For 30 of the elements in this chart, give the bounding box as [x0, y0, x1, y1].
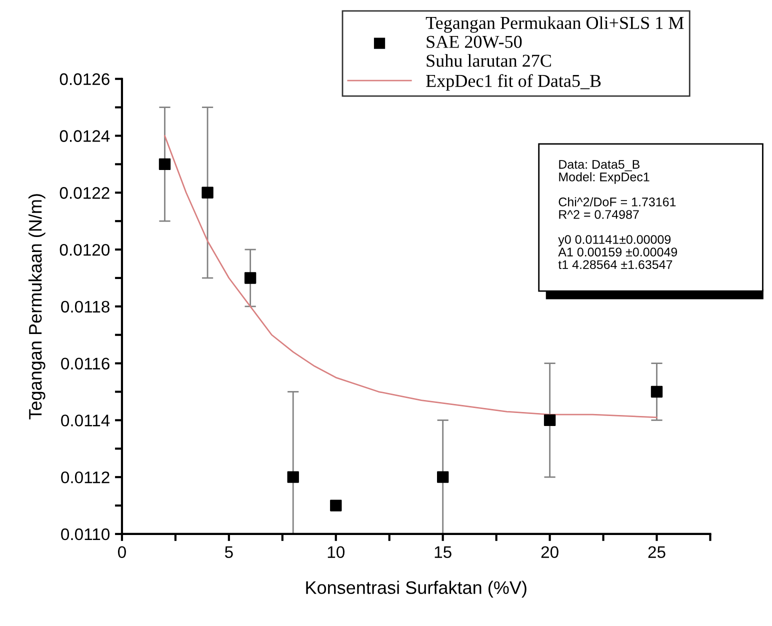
point — [650, 386, 663, 398]
x-tick-label: 25 — [648, 546, 666, 558]
x-tick-label: 15 — [434, 546, 452, 558]
annotation: y0 0.01141±0.00009 A1 0.00159 ±0.00049 t1 4.28564 ±1.63547 — [558, 235, 678, 270]
legend-label: Tegangan Permukaan Oli+SLS 1 M SAE 20W-50 Suhu larutan 27C — [426, 16, 684, 67]
y-tick-label: 0.0118 — [61, 300, 110, 313]
y-tick-label: 0.0116 — [61, 358, 110, 370]
point — [544, 414, 556, 426]
point — [287, 471, 299, 483]
y-axis-title: Tegangan Permukaan (N/m) — [28, 194, 46, 420]
y-tick-label: 0.0114 — [61, 414, 110, 426]
x-tick-label: 20 — [541, 546, 558, 558]
y-tick-label: 0.0110 — [61, 528, 110, 540]
point — [244, 272, 256, 284]
point — [202, 186, 214, 198]
x-tick-label: 0 — [118, 546, 126, 558]
annotation: Data: Data5_B Model: ExpDec1 — [559, 160, 650, 184]
y-tick-label: 0.0120 — [60, 244, 110, 256]
x-tick-label: 5 — [224, 546, 233, 558]
point — [437, 471, 449, 483]
y-tick-label: 0.0112 — [61, 471, 110, 484]
y-tick-label: 0.0122 — [60, 187, 110, 199]
annotation: Chi^2/DoF = 1.73161 R^2 = 0.74987 — [558, 197, 676, 219]
y-tick-label: 0.0126 — [60, 73, 110, 86]
x-axis-title: Konsentrasi Surfaktan (%V) — [306, 580, 526, 598]
y-tick-label: 0.0124 — [60, 130, 110, 142]
legend-label: ExpDec1 fit of Data5_B — [426, 74, 601, 91]
x-tick-label: 10 — [328, 546, 345, 558]
point — [330, 500, 342, 512]
point — [158, 158, 171, 170]
